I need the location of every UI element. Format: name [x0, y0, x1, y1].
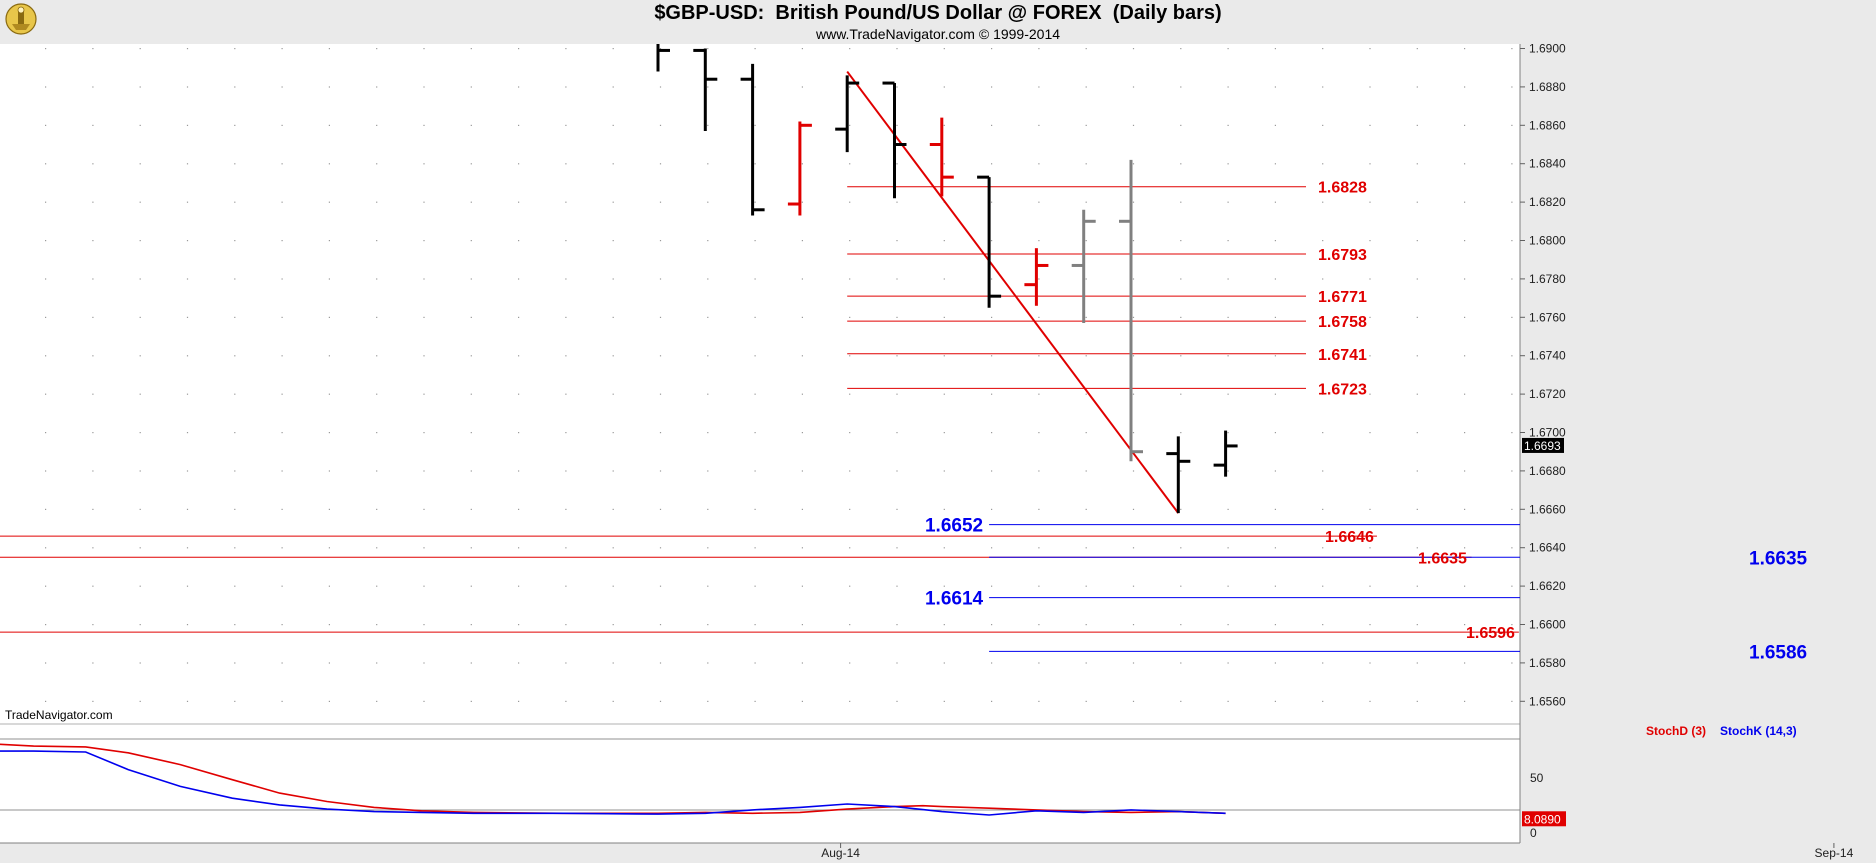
ohlc-bar — [1119, 159, 1143, 462]
y-tick-label: 1.6640 — [1529, 541, 1566, 555]
legend-stoch-k: StochK (14,3) — [1720, 724, 1797, 738]
legend-stoch-d: StochD (3) — [1646, 724, 1706, 738]
ohlc-bar — [1213, 430, 1238, 477]
y-tick-label: 1.6660 — [1529, 502, 1566, 516]
watermark: TradeNavigator.com — [5, 708, 113, 722]
resistance-label: 1.6723 — [1318, 381, 1367, 398]
ohlc-bar — [740, 63, 765, 216]
support-label: 1.6586 — [1749, 642, 1807, 663]
resistance-label: 1.6646 — [1325, 529, 1374, 546]
y-tick-label: 1.6820 — [1529, 195, 1566, 209]
x-axis-panel — [0, 843, 1876, 863]
trade-navigator-logo-icon — [5, 3, 37, 35]
y-axis-panel — [1520, 44, 1876, 863]
y-tick-label: 1.6600 — [1529, 618, 1566, 632]
stoch-series-line — [0, 750, 1226, 816]
ohlc-bar — [787, 121, 812, 216]
y-tick-label: 1.6620 — [1529, 579, 1566, 593]
resistance-label: 1.6596 — [1466, 625, 1515, 642]
y-tick-label: 1.6860 — [1529, 118, 1566, 132]
stoch-last-value: 8.0890 — [1524, 812, 1561, 826]
resistance-label: 1.6741 — [1318, 347, 1367, 364]
resistance-label: 1.6828 — [1318, 180, 1367, 197]
x-tick-label: Sep-14 — [1815, 846, 1854, 860]
ohlc-bar — [693, 48, 718, 132]
y-tick-label: 1.6840 — [1529, 157, 1566, 171]
support-label: 1.6652 — [925, 516, 983, 537]
support-label: 1.6614 — [925, 589, 984, 610]
y-tick-label: 1.6700 — [1529, 426, 1566, 440]
y-tick-label: 1.6880 — [1529, 80, 1566, 94]
y-tick-label: 1.6580 — [1529, 656, 1566, 670]
ohlc-bar — [977, 175, 1002, 308]
y-tick-label: 1.6900 — [1529, 42, 1566, 56]
last-price-label: 1.6693 — [1524, 439, 1561, 453]
y-tick-label: 1.6800 — [1529, 234, 1566, 248]
stoch-series-line — [0, 743, 1226, 815]
y-tick-label: 1.6680 — [1529, 464, 1566, 478]
ohlc-bar — [1071, 209, 1096, 324]
last-price-box — [1522, 437, 1564, 453]
resistance-label: 1.6771 — [1318, 289, 1367, 306]
ohlc-bar — [929, 117, 954, 197]
y-tick-label: 1.6740 — [1529, 349, 1566, 363]
y-tick-label: 1.6780 — [1529, 272, 1566, 286]
stoch-last-value-box — [1522, 811, 1566, 827]
ohlc-bar — [835, 75, 860, 153]
x-tick-label: Aug-14 — [821, 846, 860, 860]
ohlc-bar — [882, 81, 907, 199]
y-tick-label: 1.6560 — [1529, 694, 1566, 708]
y-tick-label: 1.6760 — [1529, 310, 1566, 324]
ohlc-bar — [1166, 436, 1191, 514]
y-tick-label: 1.6720 — [1529, 387, 1566, 401]
ohlc-bar — [656, 44, 670, 72]
ohlc-bar — [1024, 248, 1049, 306]
resistance-label: 1.6758 — [1318, 314, 1367, 331]
support-label: 1.6635 — [1749, 548, 1808, 569]
chart-title: $GBP-USD: British Pound/US Dollar @ FORE… — [654, 2, 1222, 24]
resistance-label: 1.6635 — [1418, 550, 1467, 567]
chart-subtitle: www.TradeNavigator.com © 1999-2014 — [815, 26, 1061, 42]
stoch-y-tick-label: 50 — [1530, 771, 1544, 785]
chart-header: $GBP-USD: British Pound/US Dollar @ FORE… — [0, 0, 1876, 44]
resistance-label: 1.6793 — [1318, 247, 1367, 264]
trendline — [846, 70, 1180, 514]
level-lines — [0, 186, 1520, 652]
stoch-y-tick-label: 0 — [1530, 826, 1537, 840]
grid-dots — [45, 48, 1513, 702]
